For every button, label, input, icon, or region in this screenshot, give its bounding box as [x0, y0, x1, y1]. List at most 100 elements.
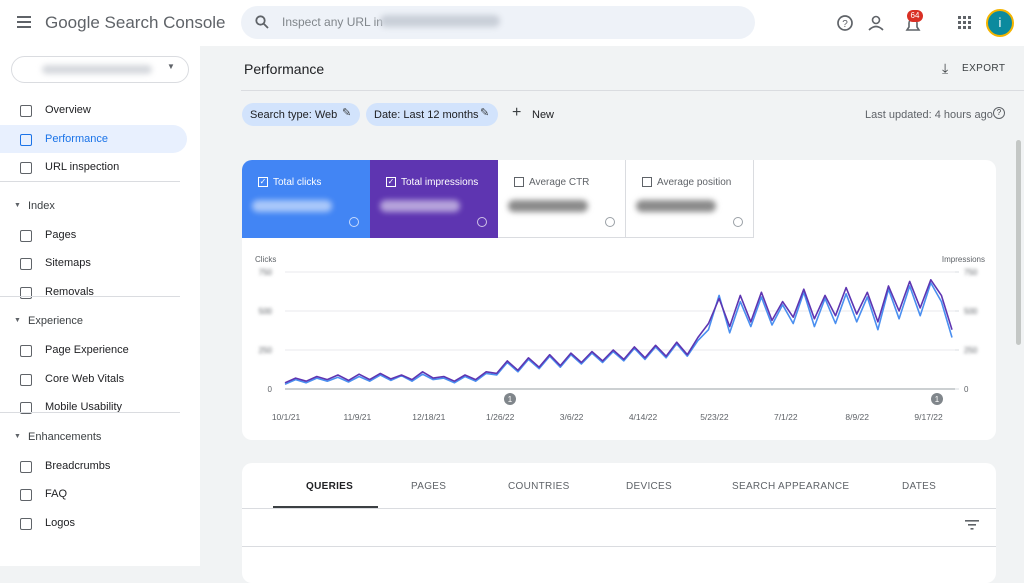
help-icon — [477, 217, 487, 227]
blurred-value — [252, 200, 332, 212]
header-icons[interactable]: ? — [836, 14, 956, 34]
avatar[interactable]: i — [986, 9, 1014, 37]
blurred-property — [380, 15, 500, 27]
scrollbar[interactable] — [1016, 140, 1021, 345]
checkbox — [642, 177, 652, 187]
section-title[interactable]: Experience — [28, 315, 84, 327]
blurred-value — [636, 200, 716, 212]
nav-item[interactable]: Overview — [45, 104, 91, 116]
nav-item[interactable]: FAQ — [45, 488, 68, 500]
export-icon[interactable]: ⤓ — [942, 60, 949, 76]
divider — [0, 180, 180, 182]
nav-item[interactable]: Performance — [45, 132, 108, 145]
nav-item[interactable]: Mobile Usability — [45, 401, 123, 413]
tab[interactable]: QUERIES — [306, 481, 354, 492]
nav-item[interactable]: Removals — [45, 285, 94, 298]
blurred-value — [380, 200, 460, 212]
divider — [242, 508, 996, 509]
nav-item[interactable]: Page Experience — [45, 344, 129, 356]
plus-icon[interactable]: + — [512, 104, 522, 121]
nav-item[interactable]: Breadcrumbs — [45, 459, 111, 472]
apps-icon[interactable] — [958, 16, 972, 30]
x-tick-label: 8/9/22 — [845, 412, 869, 422]
divider — [242, 546, 996, 547]
tab[interactable]: DATES — [902, 481, 937, 492]
caret: ▼ — [14, 432, 21, 440]
y2-tick-label: 0 — [964, 385, 969, 394]
new-filter[interactable]: New — [532, 109, 555, 121]
y2-axis-label: Impressions — [942, 255, 985, 264]
nav-item[interactable]: Pages — [45, 228, 77, 241]
metric-card[interactable]: Average CTR — [498, 160, 626, 238]
tab[interactable]: COUNTRIES — [508, 481, 570, 492]
metric-label: Average position — [657, 177, 732, 188]
nav-item[interactable]: URL inspection — [45, 161, 120, 173]
page-title: Performance — [244, 61, 325, 77]
x-tick-label: 5/23/22 — [700, 412, 729, 422]
divider — [0, 296, 180, 297]
checkbox — [514, 177, 524, 187]
x-tick-label: 9/17/22 — [914, 412, 943, 422]
checkbox: ✓ — [258, 177, 268, 187]
help-icon[interactable]: ? — [993, 107, 1005, 119]
y-tick-label: 500 — [259, 307, 273, 316]
nav-icon — [20, 460, 32, 473]
annotation-label: 1 — [935, 395, 940, 404]
product-name[interactable]: Google Search Console — [45, 13, 226, 32]
x-tick-label: 10/1/21 — [272, 412, 301, 422]
annotation-label: 1 — [508, 395, 513, 404]
blurred-value — [508, 200, 588, 212]
nav-item[interactable]: Core Web Vitals — [45, 372, 125, 385]
filter-label: Search type: Web — [250, 109, 338, 121]
sidebar — [0, 46, 200, 566]
y-tick-label: 250 — [259, 346, 273, 355]
series-line — [284, 282, 953, 386]
metric-card[interactable]: ✓ Total clicks — [242, 160, 370, 238]
metric-card[interactable]: Average position — [626, 160, 754, 238]
menu-icon[interactable] — [17, 16, 31, 28]
x-tick-label: 1/26/22 — [486, 412, 515, 422]
nav-icon — [20, 105, 32, 117]
nav-icon — [20, 373, 32, 386]
tab-underline — [273, 506, 378, 508]
property-selector[interactable]: ▼ — [11, 56, 189, 83]
export-button[interactable]: EXPORT — [962, 63, 1006, 74]
edit-icon: ✎ — [342, 107, 352, 119]
filter-label: Date: Last 12 months — [374, 109, 479, 121]
filter-icon[interactable] — [965, 520, 979, 530]
nav-icon — [20, 133, 32, 146]
tab[interactable]: DEVICES — [626, 481, 673, 492]
nav-icon — [20, 258, 32, 270]
tab[interactable]: SEARCH APPEARANCE — [732, 481, 850, 492]
x-tick-label: 7/1/22 — [774, 412, 798, 422]
x-tick-label: 4/14/22 — [629, 412, 658, 422]
x-tick-label: 12/18/21 — [412, 412, 445, 422]
checkbox: ✓ — [386, 177, 396, 187]
nav-icon — [20, 286, 32, 299]
y-axis-label: Clicks — [255, 255, 276, 264]
nav-icon — [20, 229, 32, 242]
edit-icon: ✎ — [480, 107, 490, 119]
section-title[interactable]: Enhancements — [28, 430, 102, 443]
annotation-marker — [504, 393, 516, 405]
divider — [241, 90, 1024, 91]
section-title[interactable]: Index — [28, 199, 55, 212]
x-tick-label: 11/9/21 — [344, 412, 372, 422]
nav-item[interactable]: Sitemaps — [45, 257, 91, 269]
tab[interactable]: PAGES — [411, 481, 447, 492]
help-icon — [349, 217, 359, 227]
metric-card[interactable]: ✓ Total impressions — [370, 160, 498, 238]
help-icon — [733, 217, 743, 227]
help-icon — [605, 217, 615, 227]
filter-chip[interactable] — [242, 103, 360, 126]
svg-text:?: ? — [842, 19, 848, 30]
last-updated: Last updated: 4 hours ago — [865, 109, 993, 121]
y2-tick-label: 250 — [964, 346, 978, 355]
nav-item[interactable]: Logos — [45, 516, 75, 529]
y2-tick-label: 750 — [964, 268, 978, 277]
filter-chip[interactable] — [366, 103, 498, 126]
metric-label: Average CTR — [529, 177, 590, 188]
y-tick-label: 750 — [259, 268, 273, 277]
divider — [0, 411, 180, 413]
metric-label: Total impressions — [401, 177, 479, 188]
